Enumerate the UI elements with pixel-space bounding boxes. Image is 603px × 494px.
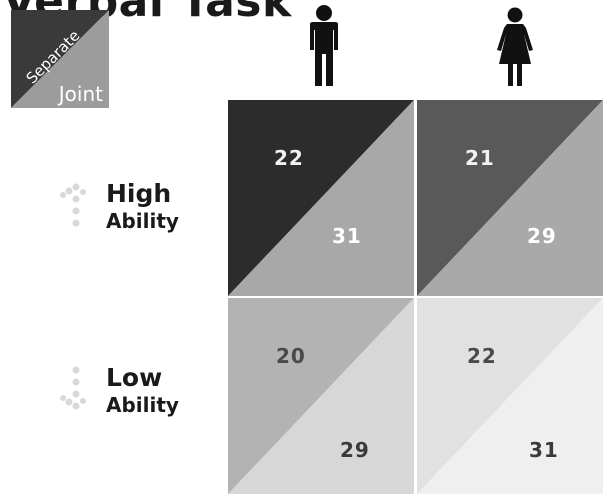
joint-score: 31 bbox=[332, 224, 362, 248]
separate-score: 22 bbox=[274, 146, 304, 170]
male-person-icon bbox=[310, 5, 338, 86]
row-label-sub: Ability bbox=[106, 393, 179, 417]
row-label-high: High Ability bbox=[106, 180, 179, 234]
score-grid: 22 31 21 29 20 29 22 31 bbox=[228, 100, 603, 494]
up-arrow-icon bbox=[60, 183, 86, 227]
separate-score: 22 bbox=[467, 344, 497, 368]
row-label-low: Low Ability bbox=[106, 364, 179, 418]
down-arrow-icon bbox=[60, 366, 86, 410]
row-label-main: High bbox=[106, 179, 172, 208]
joint-triangle bbox=[228, 298, 414, 494]
female-person-icon bbox=[497, 7, 533, 86]
legend-joint-swatch bbox=[11, 10, 109, 108]
cell-high-male: 22 31 bbox=[228, 100, 414, 296]
joint-score: 29 bbox=[527, 224, 557, 248]
cell-high-female: 21 29 bbox=[417, 100, 603, 296]
legend: Separate Joint bbox=[11, 10, 109, 108]
legend-triangles bbox=[11, 10, 109, 108]
separate-score: 20 bbox=[276, 344, 306, 368]
row-label-main: Low bbox=[106, 363, 163, 392]
joint-score: 31 bbox=[529, 438, 559, 462]
separate-score: 21 bbox=[465, 146, 495, 170]
joint-score: 29 bbox=[340, 438, 370, 462]
cell-low-female: 22 31 bbox=[417, 298, 603, 494]
legend-joint-label: Joint bbox=[58, 82, 103, 106]
joint-triangle bbox=[228, 100, 414, 296]
row-label-sub: Ability bbox=[106, 209, 179, 233]
joint-triangle bbox=[417, 298, 603, 494]
cell-low-male: 20 29 bbox=[228, 298, 414, 494]
joint-triangle bbox=[417, 100, 603, 296]
